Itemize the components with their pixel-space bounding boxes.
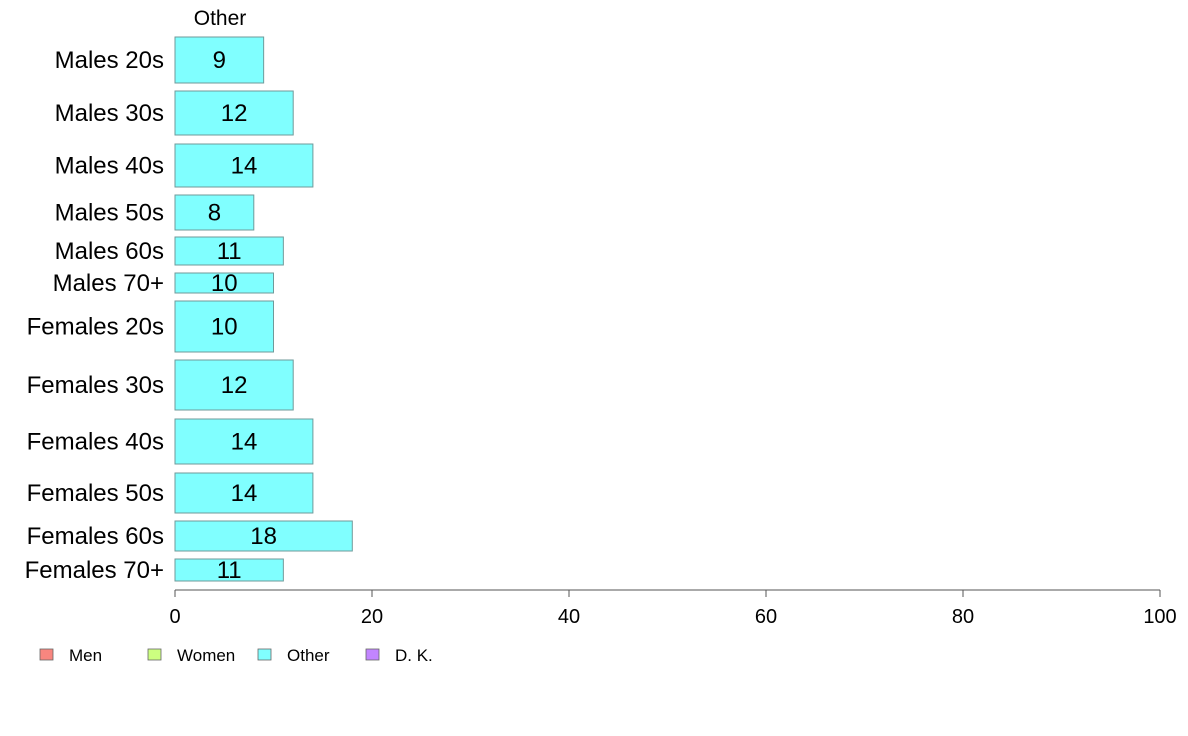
bar-value-label: 11	[217, 557, 242, 584]
bar-value-label: 11	[217, 238, 242, 265]
x-tick-label: 20	[361, 606, 383, 628]
bar	[174, 236, 284, 266]
category-label: Females 40s	[27, 429, 164, 456]
category-label: Females 30s	[27, 372, 164, 399]
bar	[174, 520, 353, 552]
bar	[174, 418, 314, 465]
category-label: Males 40s	[55, 153, 164, 180]
category-label: Males 70+	[53, 270, 164, 297]
legend-label: Men	[69, 646, 102, 665]
bar	[174, 194, 255, 231]
x-axis: 0 20 40 60 80 100	[169, 589, 1177, 628]
category-label: Males 50s	[55, 200, 164, 227]
bar	[174, 90, 294, 136]
x-tick-label: 100	[1143, 606, 1176, 628]
bar	[174, 472, 314, 514]
bar	[174, 558, 284, 582]
legend-swatch	[257, 648, 272, 661]
legend-swatch	[147, 648, 162, 661]
category-label: Males 60s	[55, 238, 164, 265]
bar-value-label: 14	[231, 429, 258, 456]
legend-label: Other	[287, 646, 330, 665]
x-tick-label: 80	[952, 606, 974, 628]
bar	[174, 272, 274, 294]
legend: Men Women Other D. K.	[39, 646, 433, 665]
bar-value-label: 9	[213, 47, 226, 74]
x-tick-label: 0	[169, 606, 180, 628]
legend-swatch	[365, 648, 380, 661]
category-label: Males 20s	[55, 47, 164, 74]
bar-value-label: 14	[231, 153, 258, 180]
x-tick-label: 60	[755, 606, 777, 628]
category-label: Females 50s	[27, 480, 164, 507]
bar	[174, 36, 265, 84]
bar-value-label: 10	[211, 314, 238, 341]
bar-value-label: 14	[231, 480, 258, 507]
column-header: Other	[194, 7, 247, 30]
bar	[174, 143, 314, 188]
category-label: Females 60s	[27, 523, 164, 550]
legend-swatch	[39, 648, 54, 661]
legend-label: D. K.	[395, 646, 433, 665]
bar	[174, 300, 274, 353]
bar-value-label: 10	[211, 270, 238, 297]
bar-value-label: 8	[208, 200, 221, 227]
bar-value-label: 12	[221, 372, 248, 399]
bar	[174, 359, 294, 411]
bar-value-label: 12	[221, 100, 248, 127]
category-label: Females 70+	[25, 557, 164, 584]
legend-label: Women	[177, 646, 235, 665]
x-tick-label: 40	[558, 606, 580, 628]
bars-layer: Males 20s 9 Males 30s 12 Males 40s 14 Males 50…	[25, 36, 353, 584]
bar-value-label: 18	[250, 523, 277, 550]
category-label: Males 30s	[55, 100, 164, 127]
category-label: Females 20s	[27, 314, 164, 341]
